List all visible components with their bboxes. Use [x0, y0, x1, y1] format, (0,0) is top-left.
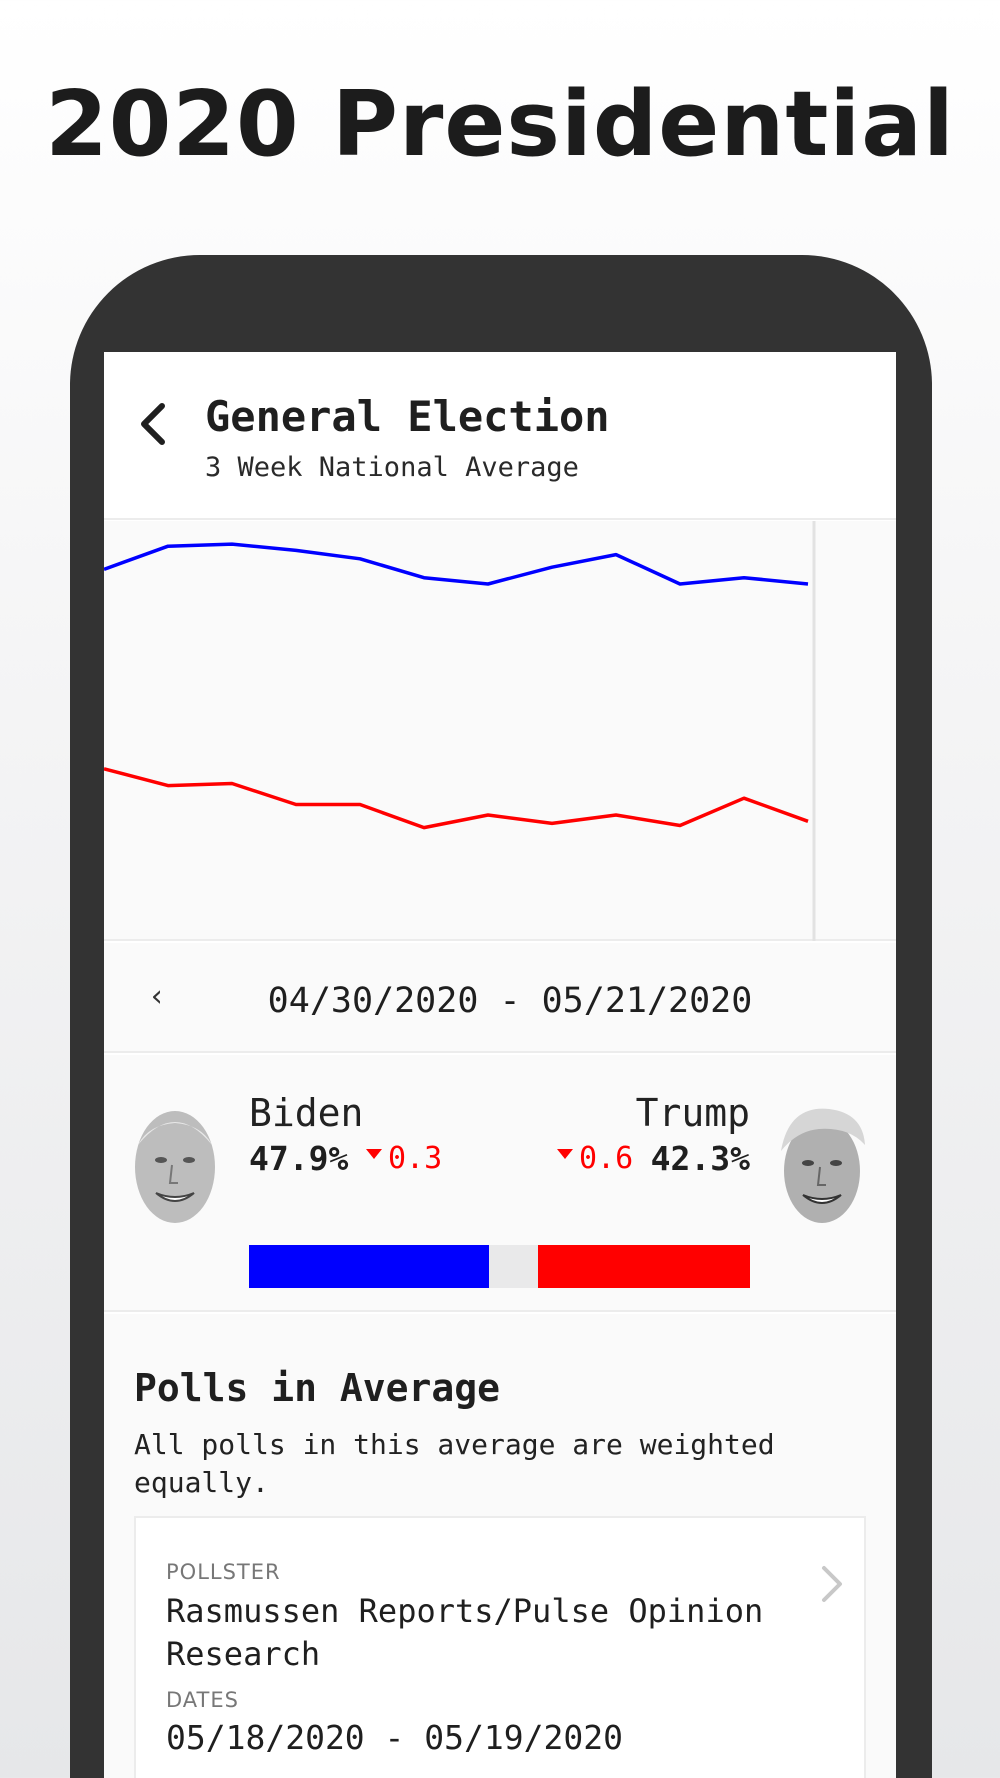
back-button[interactable] [134, 400, 174, 448]
candidate-right-percent: 42.3% [650, 1139, 750, 1178]
polls-title: Polls in Average [134, 1366, 501, 1410]
pollster-name: Rasmussen Reports/Pulse Opinion Research [166, 1592, 764, 1673]
series-line-0 [104, 542, 809, 586]
share-bar-left [249, 1245, 489, 1288]
poll-card[interactable]: POLLSTER Rasmussen Reports/Pulse Opinion… [134, 1516, 866, 1778]
down-arrow-icon [366, 1148, 382, 1159]
app-screen: General Election 3 Week National Average… [104, 352, 896, 1778]
pollster-label: POLLSTER [166, 1560, 281, 1584]
poll-dates: 05/18/2020 - 05/19/2020 [166, 1718, 623, 1757]
previous-range-button[interactable]: ‹ [148, 979, 167, 1014]
trump-avatar [781, 1108, 865, 1223]
down-arrow-icon [557, 1148, 573, 1159]
page-title: General Election [205, 392, 610, 441]
date-range-text: 04/30/2020 - 05/21/2020 [267, 981, 753, 1021]
biden-avatar [135, 1111, 215, 1223]
candidate-left-change-value: 0.3 [388, 1141, 443, 1176]
app-header: General Election 3 Week National Average [104, 352, 896, 520]
polls-section: Polls in Average All polls in this avera… [104, 1314, 896, 1778]
candidate-left-name: Biden [249, 1091, 364, 1135]
page-headline: 2020 Presidential [45, 72, 955, 177]
candidate-left-percent: 47.9% [249, 1139, 349, 1178]
candidate-right-change-value: 0.6 [579, 1141, 634, 1176]
candidate-left-change: 0.3 [366, 1141, 442, 1176]
dates-label: DATES [166, 1688, 239, 1712]
page-subtitle: 3 Week National Average [205, 452, 579, 483]
chevron-right-icon[interactable] [816, 1562, 846, 1606]
date-range-selector: ‹ 04/30/2020 - 05/21/2020 [104, 943, 896, 1053]
candidate-right-change: 0.6 [557, 1141, 633, 1176]
share-bar-right [538, 1245, 750, 1288]
polls-description: All polls in this average are weighted e… [134, 1428, 775, 1499]
share-bar [249, 1245, 750, 1288]
polling-chart-svg [104, 521, 816, 941]
series-line-1 [104, 767, 809, 830]
candidate-right-name: Trump [635, 1091, 750, 1135]
chevron-left-icon [141, 403, 165, 445]
candidate-matchup: Biden Trump 47.9% 0.3 0.6 42.3% [104, 1055, 896, 1312]
polling-chart[interactable] [104, 521, 896, 941]
